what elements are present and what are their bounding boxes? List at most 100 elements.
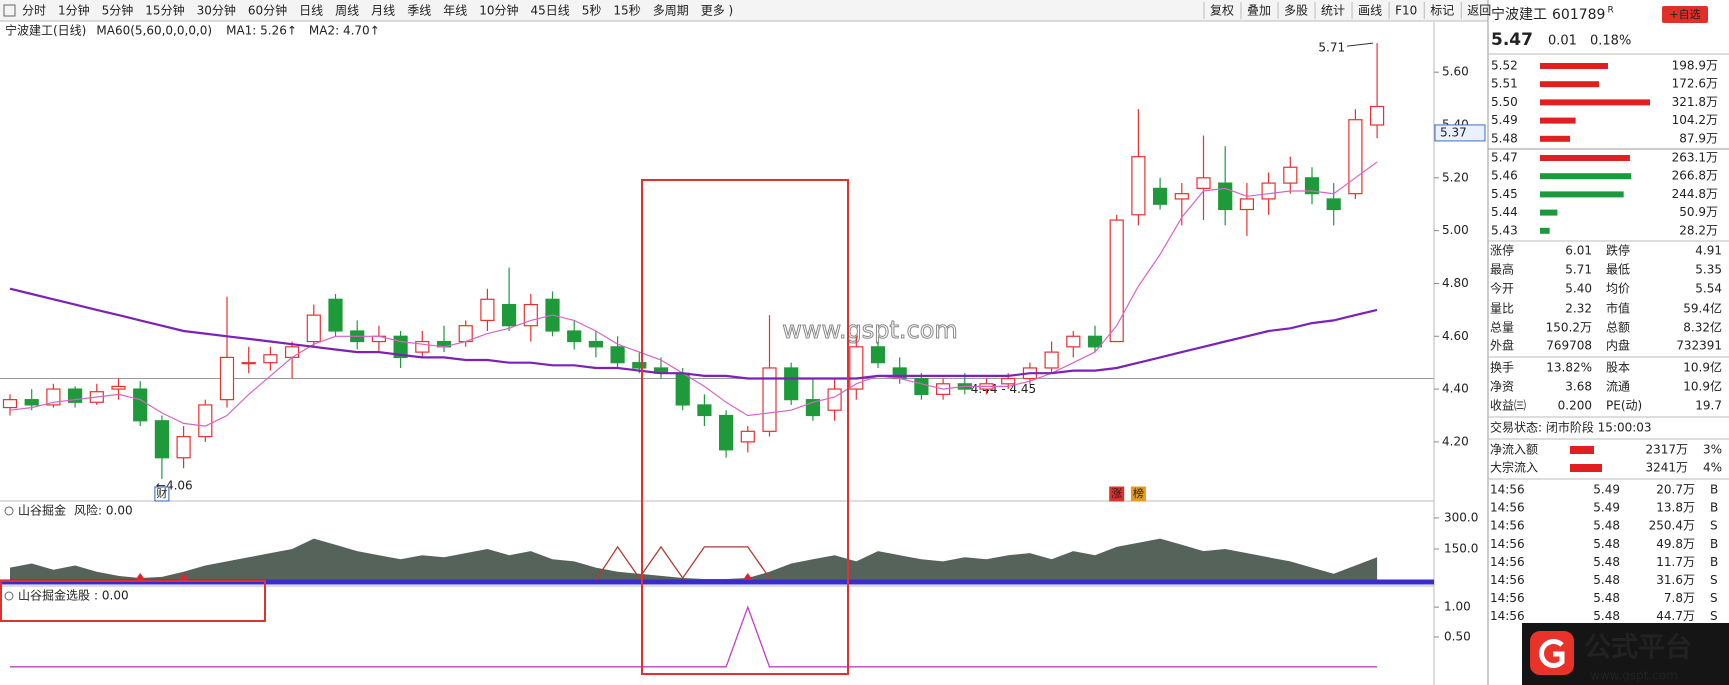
- y-tick-label: 5.00: [1442, 223, 1469, 237]
- stat-label: 跌停: [1606, 243, 1630, 258]
- book-price: 5.48: [1491, 131, 1518, 145]
- stat-value: 5.40: [1565, 282, 1592, 296]
- period-tab[interactable]: 45日线: [531, 4, 570, 18]
- period-tab[interactable]: 5秒: [582, 4, 602, 18]
- book-bar: [1540, 99, 1650, 106]
- period-tab[interactable]: 10分钟: [479, 3, 518, 18]
- stat-label: 涨停: [1490, 243, 1514, 258]
- panel-icon: [4, 591, 14, 601]
- period-tab[interactable]: 30分钟: [197, 3, 236, 18]
- tool-button[interactable]: 复权: [1210, 4, 1234, 18]
- candle-body: [697, 404, 712, 417]
- trade-time: 14:56: [1490, 591, 1525, 605]
- book-bar: [1540, 209, 1558, 216]
- candle-body: [154, 420, 169, 459]
- candle-body: [1131, 156, 1146, 216]
- cursor-price-box: [1434, 124, 1486, 142]
- period-tab[interactable]: 更多 ): [701, 4, 734, 18]
- period-tab[interactable]: 60分钟: [248, 3, 287, 18]
- book-price: 5.49: [1491, 113, 1518, 127]
- signal-marker: [742, 573, 753, 581]
- period-tab[interactable]: 1分钟: [58, 3, 90, 18]
- ma-line: [9, 287, 1378, 380]
- signal-marker: [178, 573, 189, 581]
- toolbar: [0, 0, 1488, 21]
- candle-body: [219, 356, 235, 401]
- stat-label: 股本: [1606, 361, 1630, 375]
- y-tick-label: 4.40: [1442, 382, 1469, 396]
- tag-box: [1109, 486, 1125, 502]
- book-bar: [1540, 117, 1576, 124]
- tool-button[interactable]: 画线: [1358, 4, 1382, 18]
- candle-body: [46, 388, 61, 406]
- stat-label: 量比: [1490, 302, 1514, 316]
- book-bar: [1540, 173, 1632, 180]
- tool-button[interactable]: 标记: [1430, 4, 1454, 18]
- annotation: 5.71: [1318, 41, 1345, 55]
- book-bar: [1540, 135, 1571, 142]
- flow-label: 大宗流入: [1490, 460, 1538, 475]
- tag-label: 财: [156, 486, 167, 500]
- trade-side: S: [1710, 609, 1718, 623]
- candle-body: [1087, 335, 1103, 348]
- stat-label: 流通: [1606, 380, 1630, 394]
- candle-body: [567, 330, 582, 343]
- period-tab[interactable]: 分时: [22, 4, 46, 18]
- stat-value: 2.32: [1565, 302, 1592, 316]
- candle-body: [176, 436, 191, 459]
- signal-line: [10, 605, 1378, 668]
- trade-volume: 13.8万: [1656, 501, 1695, 515]
- stat-label: 今开: [1490, 281, 1514, 296]
- candle-body: [1369, 105, 1385, 126]
- tool-button[interactable]: 叠加: [1247, 4, 1271, 18]
- trade-time: 14:56: [1490, 519, 1525, 533]
- tag-box: [1130, 486, 1146, 502]
- stock-code: 601789: [1552, 7, 1605, 23]
- trade-price: 5.49: [1593, 483, 1620, 497]
- period-tab[interactable]: 15分钟: [145, 3, 184, 18]
- candle-body: [306, 314, 321, 343]
- tag-label: 涨: [1111, 487, 1122, 500]
- period-tab[interactable]: 周线: [335, 4, 359, 18]
- y-tick-label: 1.00: [1444, 600, 1471, 614]
- candle-body: [1218, 182, 1233, 211]
- trade-time: 14:56: [1490, 501, 1525, 515]
- trade-side: S: [1710, 591, 1718, 605]
- period-tab[interactable]: 5分钟: [102, 3, 134, 18]
- stat-value: 10.9亿: [1683, 360, 1722, 375]
- book-price: 5.45: [1491, 187, 1518, 201]
- candle-body: [1044, 351, 1059, 369]
- tool-button[interactable]: 统计: [1321, 4, 1345, 18]
- period-tab[interactable]: 月线: [371, 4, 395, 18]
- trade-price: 5.49: [1593, 501, 1620, 515]
- period-tab[interactable]: 季线: [407, 4, 431, 18]
- logo-url: www.gspt.com: [1590, 669, 1678, 683]
- risk-area: [10, 538, 1378, 581]
- tool-button[interactable]: 多股: [1284, 4, 1308, 18]
- trade-volume: 250.4万: [1649, 519, 1695, 533]
- period-tab[interactable]: 15秒: [613, 4, 640, 18]
- stat-label: 均价: [1606, 282, 1630, 296]
- toolbar-icon[interactable]: [3, 4, 16, 17]
- book-bar: [1540, 227, 1550, 234]
- tool-button[interactable]: 返回: [1467, 4, 1491, 18]
- trade-time: 14:56: [1490, 555, 1525, 569]
- tag-box: [154, 486, 170, 502]
- period-tab[interactable]: 多周期: [653, 4, 689, 18]
- y-tick-label: 150.0: [1444, 541, 1478, 555]
- candle-body: [1261, 182, 1276, 200]
- add-watchlist-label[interactable]: +自选: [1669, 8, 1700, 21]
- logo-title: 公式平台: [1584, 632, 1692, 664]
- y-tick-label: 4.60: [1442, 329, 1469, 343]
- tool-button[interactable]: F10: [1395, 4, 1417, 18]
- panel-subtitle: 风险: 0.00: [74, 503, 133, 518]
- flow-amount: 2317万: [1645, 443, 1688, 457]
- candle-body: [632, 362, 647, 369]
- stat-value: 5.54: [1695, 282, 1722, 296]
- period-tab[interactable]: 日线: [299, 4, 323, 18]
- candle-body: [588, 340, 604, 348]
- period-tab[interactable]: 年线: [443, 4, 467, 18]
- add-watchlist[interactable]: [1662, 6, 1708, 23]
- stat-label: 总量: [1490, 321, 1514, 335]
- trade-volume: 31.6万: [1656, 573, 1695, 587]
